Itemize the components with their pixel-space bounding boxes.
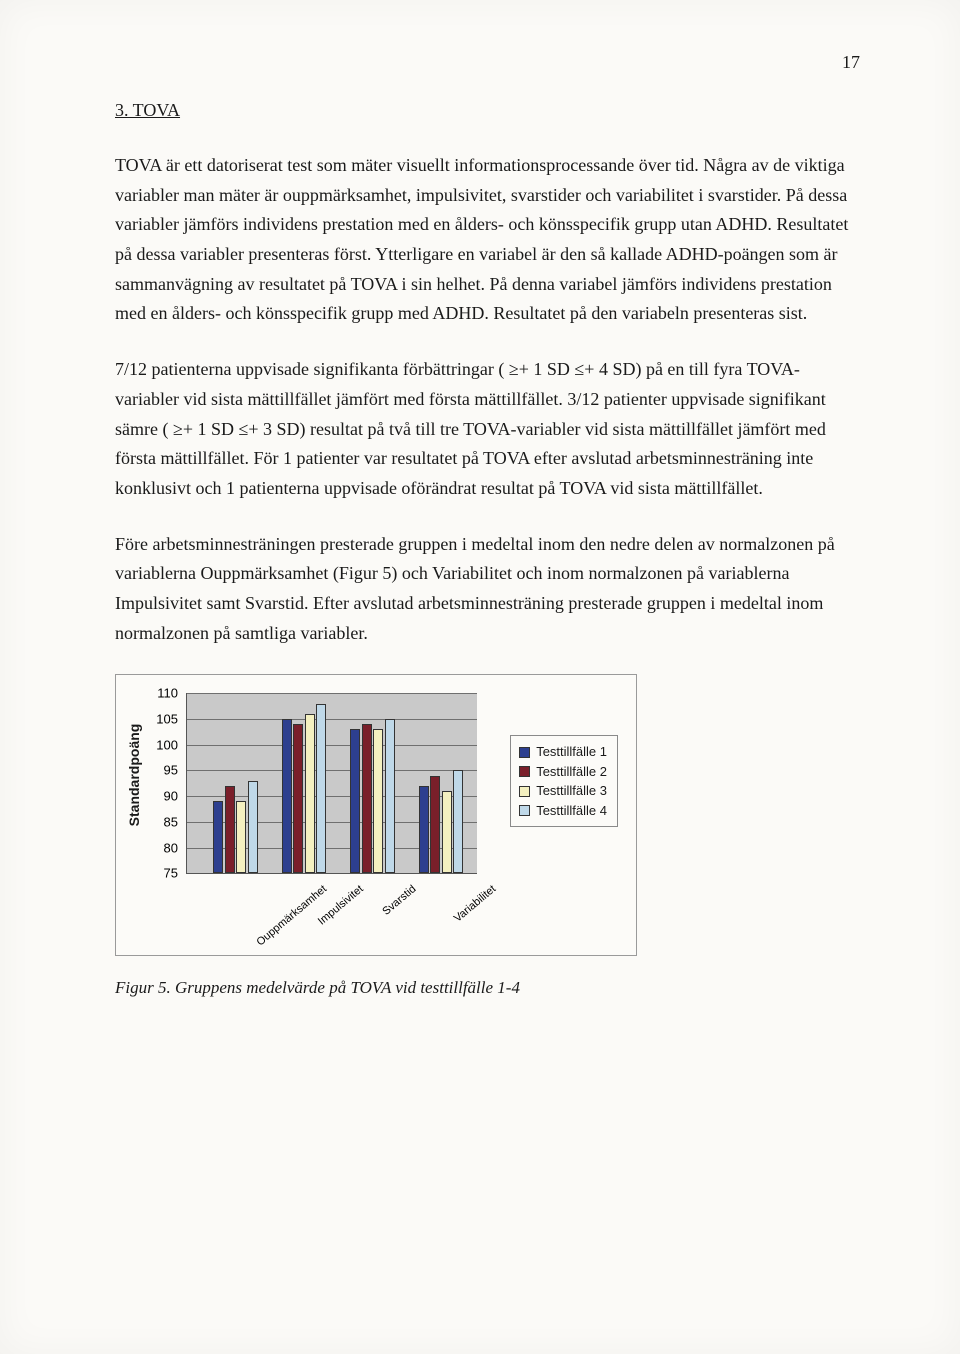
bar [305,714,315,873]
figure-caption: Figur 5. Gruppens medelvärde på TOVA vid… [115,978,860,998]
bar [282,719,292,873]
legend-item: Testtillfälle 4 [519,801,607,821]
paragraph-3: Före arbetsminnesträningen presterade gr… [115,530,860,649]
legend-swatch [519,747,530,758]
bar-group [282,704,327,874]
legend-item: Testtillfälle 2 [519,762,607,782]
legend-label: Testtillfälle 2 [536,762,607,782]
legend-label: Testtillfälle 4 [536,801,607,821]
bar-group [350,719,395,873]
x-tick-label: Svarstid [381,883,419,918]
bar [373,729,383,873]
legend-item: Testtillfälle 3 [519,781,607,801]
bar [316,704,326,874]
page-number: 17 [842,52,860,73]
y-tick-label: 75 [116,866,178,881]
legend-label: Testtillfälle 1 [536,742,607,762]
y-tick-label: 90 [116,789,178,804]
y-tick-label: 95 [116,763,178,778]
bar [213,801,223,873]
bar [248,781,258,874]
legend-swatch [519,766,530,777]
section-heading: 3. TOVA [115,100,860,121]
tova-chart: Standardpoäng Testtillfälle 1Testtillfäl… [115,674,637,956]
bar [385,719,395,873]
bar [453,770,463,873]
bar [442,791,452,873]
legend-label: Testtillfälle 3 [536,781,607,801]
bar [350,729,360,873]
y-tick-label: 110 [116,686,178,701]
paragraph-2: 7/12 patienterna uppvisade signifikanta … [115,355,860,503]
bar [430,776,440,874]
plot-area [186,693,477,874]
bar-group [419,770,464,873]
bar [419,786,429,873]
bar [293,724,303,873]
bar [236,801,246,873]
bar [225,786,235,873]
bar [362,724,372,873]
paragraph-1: TOVA är ett datoriserat test som mäter v… [115,151,860,329]
chart-legend: Testtillfälle 1Testtillfälle 2Testtillfä… [510,735,618,827]
bar-group [213,781,258,874]
legend-item: Testtillfälle 1 [519,742,607,762]
y-tick-label: 100 [116,737,178,752]
page: 17 3. TOVA TOVA är ett datoriserat test … [0,0,960,1354]
legend-swatch [519,805,530,816]
y-tick-label: 105 [116,712,178,727]
y-tick-label: 80 [116,840,178,855]
y-tick-label: 85 [116,814,178,829]
x-tick-label: Variabilitet [452,883,498,925]
legend-swatch [519,786,530,797]
